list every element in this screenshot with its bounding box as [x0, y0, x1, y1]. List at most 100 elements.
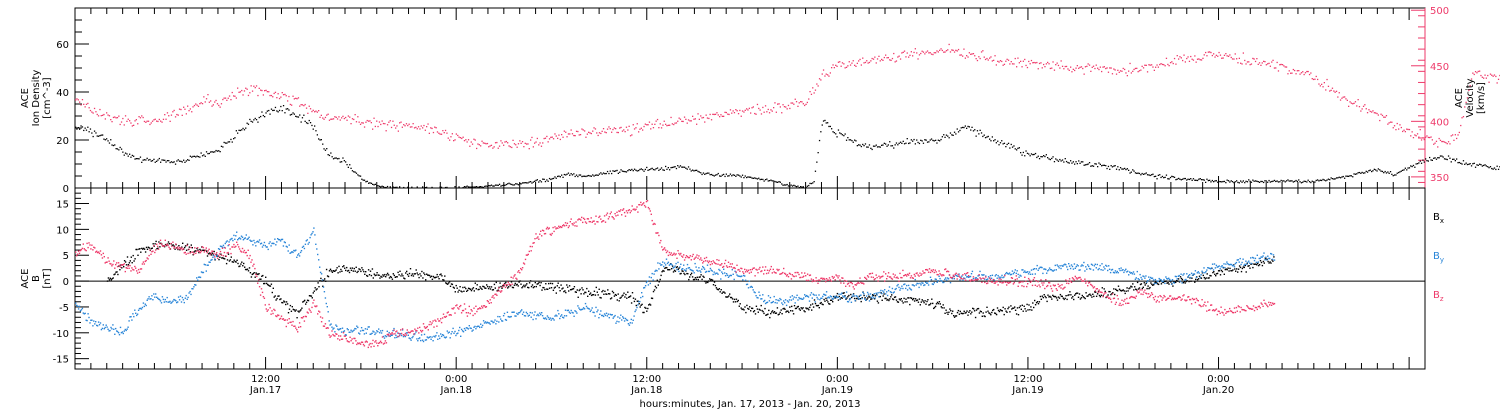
data-point	[377, 274, 379, 276]
data-point	[794, 185, 796, 187]
data-point	[491, 289, 494, 291]
data-point	[470, 327, 472, 330]
data-point	[244, 268, 247, 271]
data-point	[451, 133, 453, 135]
data-point	[1381, 114, 1384, 117]
data-point	[711, 279, 714, 281]
data-point	[459, 326, 461, 329]
data-point	[1034, 304, 1037, 306]
data-point	[359, 268, 361, 271]
data-point	[145, 246, 148, 249]
data-point	[860, 294, 862, 296]
data-point	[474, 325, 476, 328]
data-point	[1025, 64, 1027, 67]
data-point	[1223, 180, 1226, 183]
data-point	[120, 148, 123, 150]
data-point	[1110, 67, 1112, 69]
data-point	[847, 301, 850, 303]
data-point	[143, 159, 146, 161]
data-point	[708, 270, 711, 273]
data-point	[420, 275, 422, 277]
data-point	[78, 305, 81, 308]
data-point	[901, 142, 903, 144]
data-point	[983, 56, 985, 58]
data-point	[905, 298, 907, 300]
data-point	[262, 114, 264, 117]
data-point	[1353, 173, 1355, 175]
data-point	[176, 113, 178, 116]
data-point	[1237, 268, 1240, 270]
data-point	[649, 304, 652, 306]
data-point	[540, 145, 543, 147]
data-point	[1464, 163, 1466, 165]
data-point	[173, 245, 175, 247]
data-point	[669, 263, 671, 265]
data-point	[936, 142, 938, 144]
data-point	[203, 249, 205, 251]
data-point	[1141, 172, 1143, 175]
data-point	[589, 310, 591, 313]
data-point	[1082, 67, 1084, 70]
data-point	[868, 300, 871, 302]
data-point	[225, 241, 227, 243]
data-point	[1092, 293, 1094, 295]
data-point	[615, 128, 617, 130]
b-tick-label: -15	[53, 355, 69, 366]
data-point	[817, 152, 819, 154]
data-point	[85, 129, 88, 131]
data-point	[228, 241, 230, 243]
data-point	[1011, 63, 1014, 65]
data-point	[194, 250, 196, 252]
data-point	[955, 315, 958, 317]
data-point	[130, 122, 132, 124]
data-point	[747, 287, 750, 289]
data-point	[1240, 62, 1242, 64]
data-point	[1257, 181, 1259, 183]
data-point	[369, 270, 372, 272]
data-point	[681, 268, 683, 270]
data-point	[1063, 161, 1065, 163]
data-point	[611, 314, 613, 316]
data-point	[118, 115, 120, 117]
data-point	[843, 63, 845, 65]
data-point	[117, 332, 120, 334]
data-point	[417, 126, 420, 128]
data-point	[767, 108, 769, 111]
data-point	[122, 332, 124, 335]
data-point	[643, 170, 645, 172]
data-point	[663, 270, 665, 272]
data-point	[266, 283, 269, 286]
data-point	[1255, 263, 1257, 265]
data-point	[192, 106, 194, 108]
data-point	[305, 303, 307, 305]
data-point	[598, 317, 600, 319]
data-point	[574, 310, 576, 312]
data-point	[1113, 288, 1115, 290]
data-point	[234, 95, 236, 97]
data-point	[770, 302, 772, 304]
data-point	[76, 304, 78, 307]
data-point	[334, 157, 336, 159]
data-point	[524, 315, 527, 317]
b-tick-label: -5	[59, 303, 69, 314]
data-point	[274, 238, 276, 240]
data-point	[259, 278, 261, 280]
data-point	[1465, 162, 1467, 164]
data-point	[1143, 282, 1145, 284]
data-point	[1250, 63, 1253, 65]
data-point	[852, 293, 854, 296]
data-point	[886, 57, 888, 59]
data-point	[1381, 170, 1384, 173]
data-point	[596, 132, 598, 134]
data-point	[920, 284, 922, 286]
data-point	[1422, 159, 1424, 161]
data-point	[585, 291, 587, 294]
data-point	[1407, 167, 1409, 169]
data-point	[1218, 51, 1220, 54]
data-point	[354, 171, 356, 173]
data-point	[866, 60, 868, 62]
data-point	[987, 135, 989, 138]
data-point	[1136, 281, 1139, 284]
data-point	[448, 281, 451, 283]
data-point	[1369, 110, 1371, 113]
